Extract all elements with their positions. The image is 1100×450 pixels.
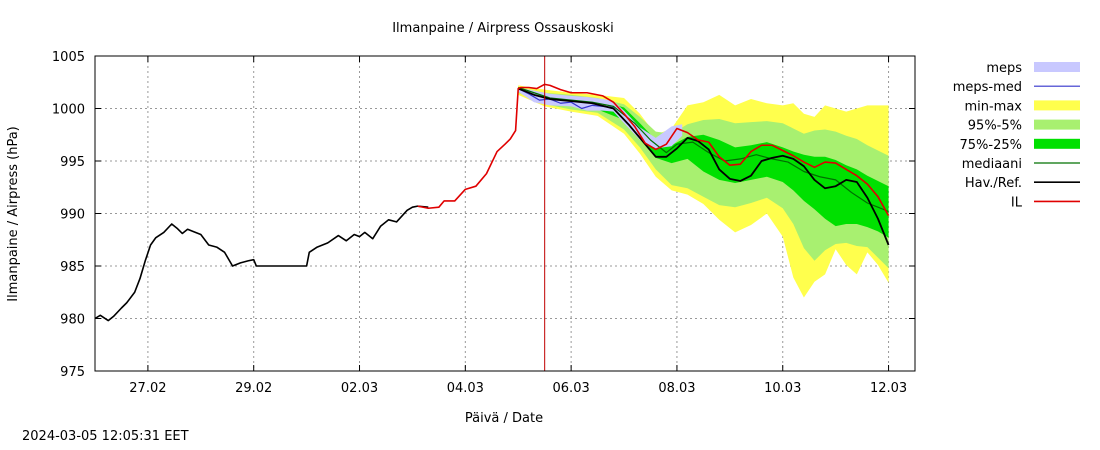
- legend-label: min-max: [964, 99, 1022, 114]
- y-tick-label: 995: [60, 155, 85, 170]
- y-tick-label: 980: [60, 313, 85, 328]
- series-il: [417, 83, 890, 216]
- x-tick-label: 12.03: [870, 381, 907, 396]
- x-axis-label: Päivä / Date: [465, 411, 543, 426]
- y-tick-label: 975: [60, 365, 85, 380]
- x-tick-label: 02.03: [341, 381, 378, 396]
- y-tick-label: 1005: [52, 50, 85, 65]
- legend-label: IL: [1011, 195, 1023, 210]
- legend-label: meps-med: [953, 80, 1022, 95]
- x-tick-label: 04.03: [447, 381, 484, 396]
- legend-swatch: [1034, 100, 1080, 111]
- legend-swatch: [1034, 62, 1080, 72]
- band-75-25: [518, 88, 889, 238]
- series-lines: [94, 56, 890, 371]
- x-tick-label: 10.03: [764, 381, 801, 396]
- timestamp: 2024-03-05 12:05:31 EET: [22, 429, 189, 444]
- series-mediaani: [518, 86, 889, 212]
- y-axis-label: Ilmanpaine / Airpress (hPa): [6, 126, 21, 301]
- x-tick-label: 08.03: [658, 381, 695, 396]
- series-meps-med: [517, 88, 614, 110]
- legend-label: meps: [986, 61, 1022, 76]
- x-tick-label: 29.02: [235, 381, 272, 396]
- legend-label: 75%-25%: [960, 138, 1022, 153]
- x-axis: 27.02 29.02 02.03 04.03 06.03 08.03 10.03 12.03: [129, 56, 907, 396]
- legend: meps meps-med min-max 95%-5% 75%-25% mediaani…: [953, 61, 1080, 210]
- y-tick-label: 1000: [52, 103, 85, 118]
- legend-label: mediaani: [962, 157, 1022, 172]
- legend-label: 95%-5%: [968, 119, 1022, 134]
- band-95-5: [518, 87, 889, 269]
- y-tick-label: 985: [60, 260, 85, 275]
- legend-swatch: [1034, 119, 1080, 130]
- y-tick-label: 990: [60, 208, 85, 223]
- legend-swatch: [1034, 138, 1080, 149]
- x-tick-label: 27.02: [129, 381, 166, 396]
- y-axis: 975 980 985 990 995 1000 1005: [52, 50, 915, 380]
- chart-title: Ilmanpaine / Airpress Ossauskoski: [392, 21, 614, 36]
- series-hav-ref-forecast: [517, 87, 890, 246]
- series-hav-ref: [94, 205, 429, 322]
- x-tick-label: 06.03: [553, 381, 590, 396]
- legend-label: Hav./Ref.: [965, 176, 1022, 191]
